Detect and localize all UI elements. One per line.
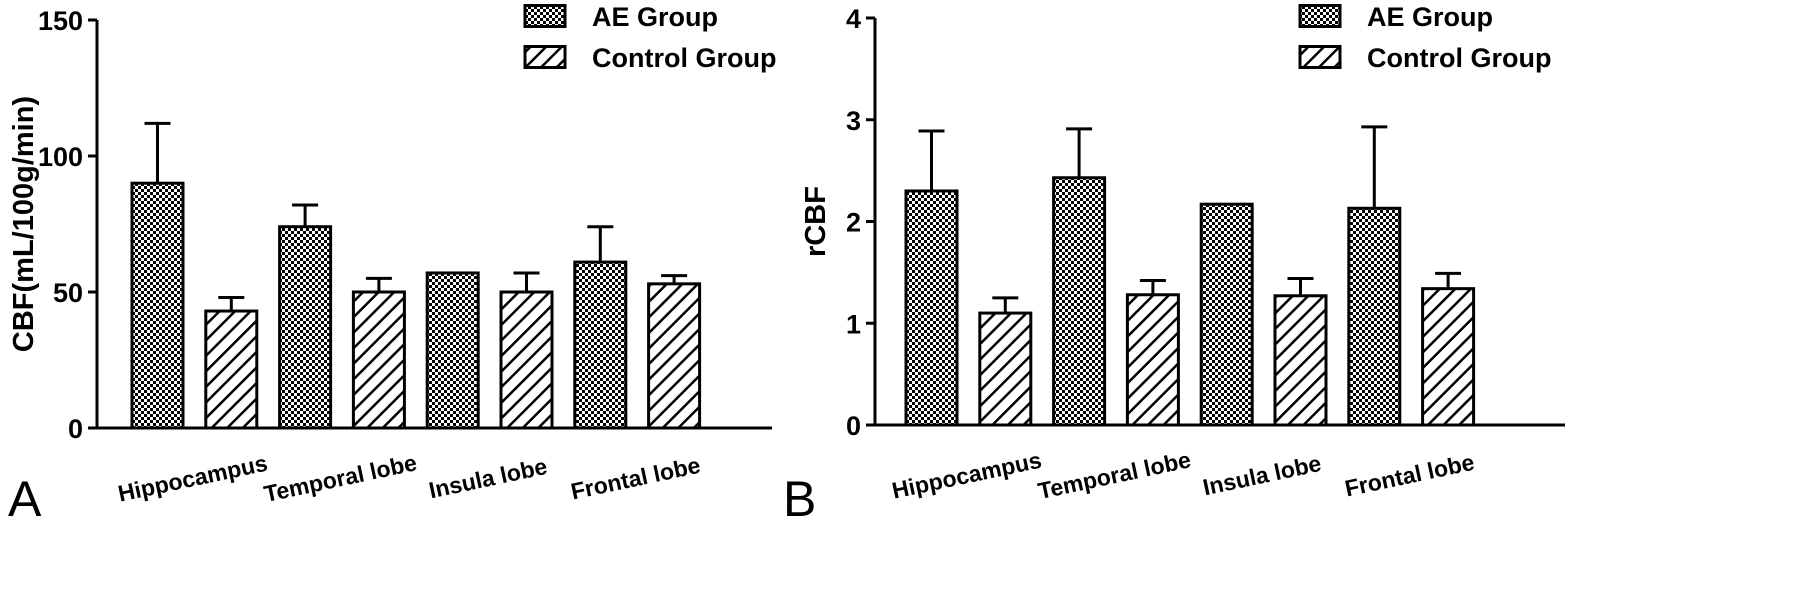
y-tick-label: 50 xyxy=(53,278,83,308)
legend-label: Control Group xyxy=(1367,43,1551,73)
x-category-label: Hippocampus xyxy=(890,447,1044,504)
x-category-label: Temporal lobe xyxy=(262,449,420,507)
bar-ae-temporal-lobe xyxy=(1052,176,1107,427)
bar-ae-hippocampus xyxy=(130,181,185,430)
bar-control-insula-lobe xyxy=(499,290,554,430)
bar-control-hippocampus xyxy=(978,311,1033,427)
y-tick-label: 4 xyxy=(846,4,861,34)
bar-ae-frontal-lobe xyxy=(1347,206,1402,427)
panel-label: A xyxy=(8,471,42,527)
x-category-label: Temporal lobe xyxy=(1036,446,1194,504)
panel-label: B xyxy=(783,471,816,527)
y-axis-title: rCBF xyxy=(800,186,832,257)
bar-control-hippocampus xyxy=(204,309,259,430)
x-category-label: Hippocampus xyxy=(116,450,270,507)
bar-control-insula-lobe xyxy=(1273,294,1328,427)
bar-control-temporal-lobe xyxy=(351,290,406,430)
legend-label: AE Group xyxy=(592,2,718,32)
legend-swatch xyxy=(1298,45,1342,69)
bar-ae-insula-lobe xyxy=(1199,202,1254,427)
x-category-label: Insula lobe xyxy=(1200,450,1323,500)
y-tick-label: 2 xyxy=(846,208,861,238)
y-tick-label: 3 xyxy=(846,106,861,136)
legend-label: Control Group xyxy=(592,43,776,73)
bar-ae-frontal-lobe xyxy=(573,260,628,430)
legend-swatch xyxy=(1298,4,1342,28)
panel-a-chart: 0 50 100 150 CBF(mL/100g/min) HippocampusTemp… xyxy=(8,2,776,527)
x-category-label: Frontal lobe xyxy=(568,452,702,505)
legend-label: AE Group xyxy=(1367,2,1493,32)
y-axis-title: CBF(mL/100g/min) xyxy=(8,96,40,352)
y-tick-label: 100 xyxy=(38,142,83,172)
y-tick-label: 0 xyxy=(68,414,83,444)
legend-swatch xyxy=(523,45,567,69)
bar-ae-insula-lobe xyxy=(425,271,480,430)
bar-control-temporal-lobe xyxy=(1125,293,1180,427)
bar-ae-hippocampus xyxy=(904,189,959,427)
y-tick-label: 1 xyxy=(846,309,861,339)
bar-control-frontal-lobe xyxy=(647,282,702,430)
bar-ae-temporal-lobe xyxy=(278,225,333,430)
x-category-label: Insula lobe xyxy=(426,453,549,503)
y-tick-label: 0 xyxy=(846,411,861,441)
y-tick-label: 150 xyxy=(38,6,83,36)
x-category-label: Frontal lobe xyxy=(1342,449,1476,502)
legend-swatch xyxy=(523,4,567,28)
bar-control-frontal-lobe xyxy=(1421,287,1476,427)
